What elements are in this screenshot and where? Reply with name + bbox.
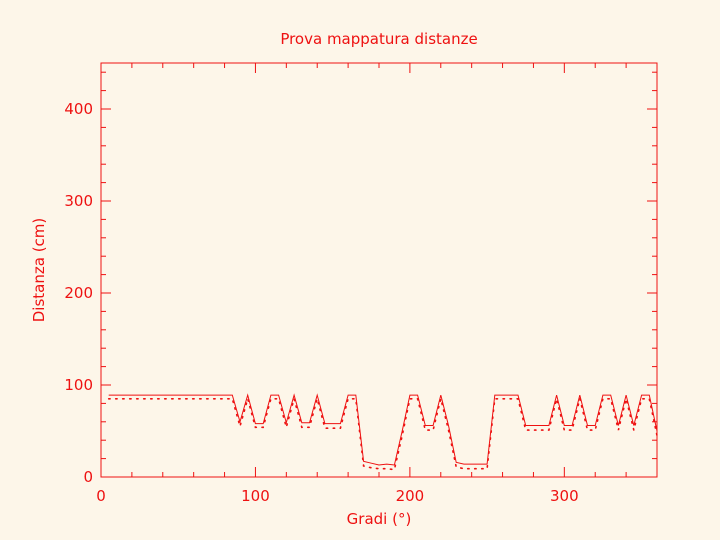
plot-frame xyxy=(100,62,658,478)
x-tick-label: 0 xyxy=(96,487,106,505)
series-line-solid xyxy=(108,393,658,466)
y-axis-label: Distanza (cm) xyxy=(30,218,48,323)
y-tick-label: 200 xyxy=(64,284,93,302)
y-tick-label: 100 xyxy=(64,376,93,394)
x-axis-label: Gradi (°) xyxy=(347,510,412,528)
tick-labels: 0 100 200 300 0 100 200 300 400 xyxy=(64,100,578,505)
y-tick-label: 300 xyxy=(64,192,93,210)
chart-title: Prova mappatura distanze xyxy=(280,30,477,48)
y-tick-label: 400 xyxy=(64,100,93,118)
series-group xyxy=(107,393,658,471)
x-tick-label: 100 xyxy=(241,487,270,505)
axis-ticks xyxy=(100,63,658,478)
x-tick-label: 300 xyxy=(550,487,579,505)
x-tick-label: 200 xyxy=(396,487,425,505)
series-line-dotted xyxy=(107,395,658,471)
y-tick-label: 0 xyxy=(83,468,93,486)
